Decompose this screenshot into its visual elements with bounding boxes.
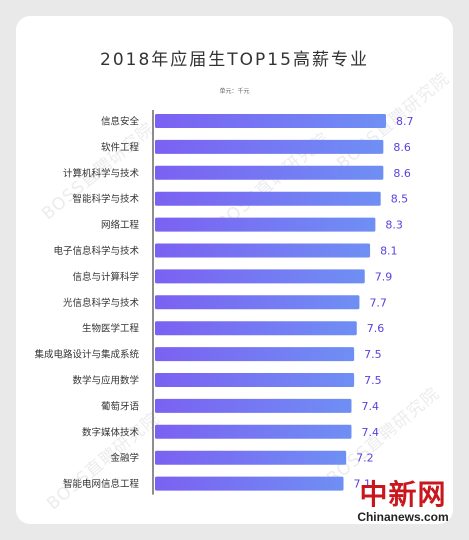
value-label: 7.5: [364, 374, 382, 387]
bar: [155, 398, 352, 413]
bar: [155, 217, 376, 232]
bar: [155, 269, 365, 284]
category-label: 葡萄牙语: [101, 400, 140, 412]
bar: [155, 450, 347, 465]
bar: [155, 476, 344, 491]
value-label: 7.9: [375, 270, 393, 283]
category-label: 信息与计算科学: [72, 271, 139, 283]
value-label: 8.1: [380, 245, 398, 258]
bar: [155, 191, 381, 206]
category-label: 软件工程: [101, 141, 140, 153]
value-label: 8.5: [391, 193, 409, 206]
category-label: 智能电网信息工程: [63, 478, 140, 490]
value-label: 7.4: [361, 426, 379, 439]
value-label: 7.6: [367, 322, 385, 335]
value-label: 8.7: [396, 115, 414, 128]
category-label: 计算机科学与技术: [63, 167, 140, 179]
category-label: 光信息科学与技术: [63, 297, 140, 309]
value-label: 8.3: [385, 219, 403, 232]
category-label: 信息安全: [101, 116, 140, 128]
category-label: 电子信息科学与技术: [53, 245, 139, 257]
category-label: 数学与应用数学: [72, 375, 139, 387]
value-label: 8.6: [393, 167, 411, 180]
bar: [155, 165, 384, 180]
value-label: 7.5: [364, 348, 382, 361]
category-label: 金融学: [110, 452, 139, 464]
value-label: 8.6: [393, 141, 411, 154]
value-label: 7.2: [356, 452, 374, 465]
chinanews-logo: 中新网 Chinanews.com: [347, 480, 459, 538]
logo-english: Chinanews.com: [357, 510, 449, 524]
bar: [155, 295, 360, 310]
value-label: 7.1: [354, 478, 372, 491]
chart-title: 2018年应届生TOP15高薪专业: [100, 50, 369, 70]
category-label: 生物医学工程: [82, 323, 140, 335]
logo-chinese: 中新网: [359, 478, 447, 511]
unit-label: 单元：千元: [219, 88, 250, 95]
category-label: 数字媒体技术: [82, 426, 140, 438]
bar: [155, 424, 352, 439]
value-label: 7.7: [369, 296, 387, 309]
bar: [155, 347, 355, 362]
bar: [155, 139, 384, 154]
bar: [155, 243, 371, 258]
category-label: 智能科学与技术: [72, 193, 139, 205]
bar: [155, 373, 355, 387]
bar: [155, 321, 357, 336]
value-label: 7.4: [361, 400, 379, 413]
category-label: 网络工程: [101, 219, 140, 231]
bar: [155, 114, 386, 128]
category-label: 集成电路设计与集成系统: [34, 349, 139, 361]
